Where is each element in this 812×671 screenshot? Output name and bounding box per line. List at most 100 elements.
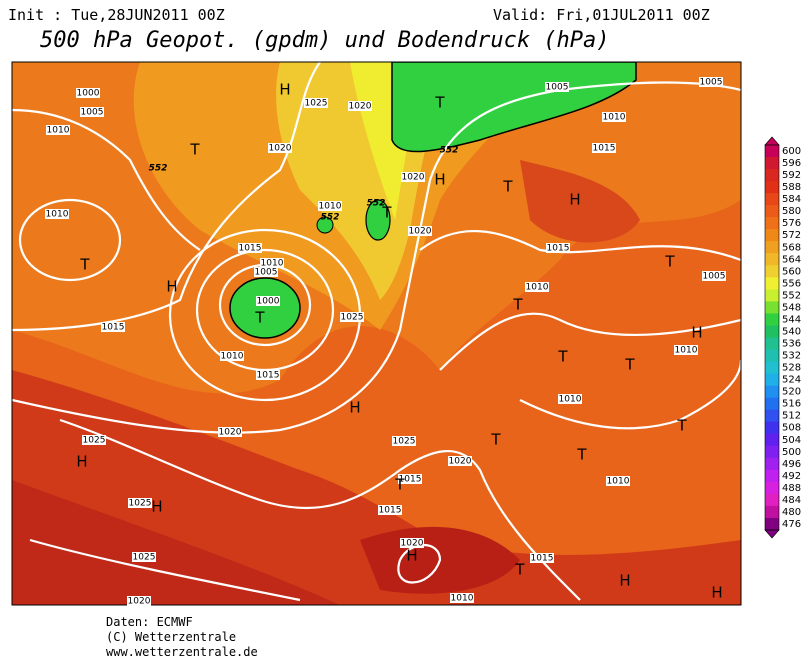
pressure-center: T xyxy=(490,431,501,449)
colorbar-label: 576 xyxy=(782,218,801,229)
colorbar-swatch xyxy=(765,229,779,242)
colorbar-swatch xyxy=(765,145,779,158)
isobar-label-box xyxy=(218,427,242,437)
colorbar-swatch xyxy=(765,253,779,266)
isobar-label-box xyxy=(546,243,570,253)
colorbar-label: 596 xyxy=(782,158,801,169)
pressure-center: T xyxy=(514,561,525,579)
colorbar-label: 580 xyxy=(782,206,801,217)
colorbar-swatch xyxy=(765,193,779,206)
isobar-label-box xyxy=(400,538,424,548)
isobar xyxy=(18,198,122,282)
isobar-label: 1025 xyxy=(83,436,106,446)
colorbar-swatch xyxy=(765,481,779,495)
isobar-label-box xyxy=(256,370,280,380)
field-green-tiny xyxy=(316,216,334,234)
isobar-label-box xyxy=(101,322,125,332)
map-title: 500 hPa Geopot. (gpdm) und Bodendruck (h… xyxy=(40,28,610,53)
pressure-center: T xyxy=(381,204,392,222)
isobar-label-box xyxy=(254,267,278,277)
pressure-center: H xyxy=(279,81,290,99)
isobar-label: 1020 xyxy=(401,539,424,549)
isobar-label-box xyxy=(699,77,723,87)
height-label: 552 xyxy=(321,213,340,223)
isobar xyxy=(519,359,741,430)
isobar-label: 1020 xyxy=(128,597,151,607)
data-source: Daten: ECMWF xyxy=(106,615,193,629)
isobar-label-box xyxy=(132,552,156,562)
isobar-label: 1015 xyxy=(547,244,570,254)
colorbar-swatch xyxy=(765,361,779,375)
colorbar-cap-bottom xyxy=(764,529,780,539)
isobar-label: 1025 xyxy=(393,437,416,447)
map xyxy=(12,62,741,605)
isobar-label-box xyxy=(558,394,582,404)
pressure-center: T xyxy=(624,356,635,374)
pressure-center: H xyxy=(619,572,630,590)
isobar-label-box xyxy=(378,505,402,515)
isobar-label-box xyxy=(268,143,292,153)
colorbar-label: 548 xyxy=(782,302,801,313)
pressure-center: H xyxy=(434,171,445,189)
isobar-label-box xyxy=(304,98,328,108)
pressure-center: T xyxy=(394,476,405,494)
isobar-label-box xyxy=(702,271,726,281)
colorbar-label: 592 xyxy=(782,170,801,181)
isobar-label: 1025 xyxy=(305,99,328,109)
isobar-label: 1020 xyxy=(349,102,372,112)
isobar-label-box xyxy=(340,312,364,322)
pressure-center: T xyxy=(254,309,265,327)
isobar-label: 1010 xyxy=(526,283,549,293)
colorbar-label: 504 xyxy=(782,435,801,446)
colorbar-swatch xyxy=(765,349,779,363)
isobar-label-box xyxy=(82,435,106,445)
colorbar-swatch xyxy=(765,265,779,278)
isobar xyxy=(59,418,581,601)
isobar-label: 1020 xyxy=(402,173,425,183)
height-label: 552 xyxy=(367,199,386,209)
isobar-label: 1010 xyxy=(603,113,626,123)
isobar-label: 1005 xyxy=(81,108,104,118)
colorbar-swatch xyxy=(765,409,779,423)
colorbar-swatch xyxy=(765,169,779,182)
isobar-label: 1020 xyxy=(269,144,292,154)
isobar-label: 1025 xyxy=(129,499,152,509)
isobar-label-box xyxy=(46,125,70,135)
colorbar-swatch xyxy=(765,505,779,519)
colorbar-label: 552 xyxy=(782,290,801,301)
isobar-label-box xyxy=(260,258,284,268)
field-red-russia xyxy=(520,160,640,243)
isobar-label-box xyxy=(318,201,342,211)
colorbar-swatch xyxy=(765,445,779,459)
isobar-label-box xyxy=(392,436,416,446)
field-green-small xyxy=(365,199,391,241)
colorbar-label: 572 xyxy=(782,230,801,241)
isobar-label: 1015 xyxy=(102,323,125,333)
isobar xyxy=(12,81,741,434)
website: www.wetterzentrale.de xyxy=(106,645,258,659)
colorbar-swatch xyxy=(765,337,779,351)
isobar-label: 1010 xyxy=(559,395,582,405)
field-red xyxy=(12,370,741,605)
isobar-label-box xyxy=(606,476,630,486)
colorbar-swatch xyxy=(765,289,779,302)
pressure-center: T xyxy=(676,417,687,435)
pressure-center: H xyxy=(349,399,360,417)
isobar-label: 1005 xyxy=(703,272,726,282)
colorbar-swatch xyxy=(765,493,779,507)
isobar-label-box xyxy=(398,474,422,484)
isobar-label: 1010 xyxy=(451,594,474,604)
colorbar-label: 484 xyxy=(782,495,801,506)
colorbar-label: 568 xyxy=(782,242,801,253)
colorbar-frame xyxy=(764,144,780,531)
isobar-label-box xyxy=(256,296,280,306)
colorbar-cap-top xyxy=(764,136,780,146)
colorbar-swatch xyxy=(765,433,779,447)
colorbar-label: 588 xyxy=(782,182,801,193)
colorbar-label: 520 xyxy=(782,387,801,398)
colorbar-label: 560 xyxy=(782,266,801,277)
isobar-label-box xyxy=(220,351,244,361)
isobar-label: 1010 xyxy=(607,477,630,487)
isobar-label: 1000 xyxy=(257,297,280,307)
isobar-label: 1010 xyxy=(46,210,69,220)
